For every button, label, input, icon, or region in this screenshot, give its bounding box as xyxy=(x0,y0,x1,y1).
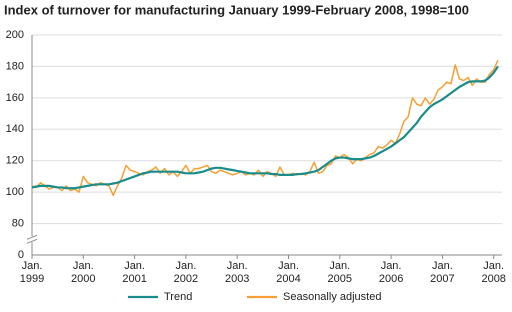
line-series xyxy=(31,65,499,190)
x-tick-label: Jan. 2000 xyxy=(71,260,95,285)
y-tick-label: 160 xyxy=(6,92,24,104)
x-tick-label: Jan. 2005 xyxy=(328,260,352,285)
axis-break xyxy=(26,234,38,240)
y-tick-label: 80 xyxy=(12,217,24,229)
legend-label: Trend xyxy=(164,291,192,303)
y-tick-label: 100 xyxy=(6,186,24,198)
x-tick-label: Jan. 2004 xyxy=(276,260,300,285)
x-tick-label: Jan. 2006 xyxy=(379,260,403,285)
chart-title: Index of turnover for manufacturing Janu… xyxy=(4,2,469,17)
legend-label: Seasonally adjusted xyxy=(283,291,381,303)
x-tick-label: Jan. 2007 xyxy=(430,260,454,285)
x-tick-label: Jan. 2002 xyxy=(174,260,198,285)
y-tick-label: 180 xyxy=(6,60,24,72)
y-tick-label: 140 xyxy=(6,123,24,135)
axis-break-gap xyxy=(27,236,37,243)
x-tick-label: Jan. 2003 xyxy=(225,260,249,285)
x-tick-label: Jan. 2001 xyxy=(122,260,146,285)
line-series xyxy=(31,59,499,197)
y-tick-label: 200 xyxy=(6,29,24,41)
x-tick-label: Jan. 2008 xyxy=(481,260,505,285)
y-tick-label: 0 xyxy=(18,249,24,261)
axis-break xyxy=(26,238,38,244)
x-tick-label: Jan. 1999 xyxy=(20,260,44,285)
y-tick-label: 120 xyxy=(6,155,24,167)
